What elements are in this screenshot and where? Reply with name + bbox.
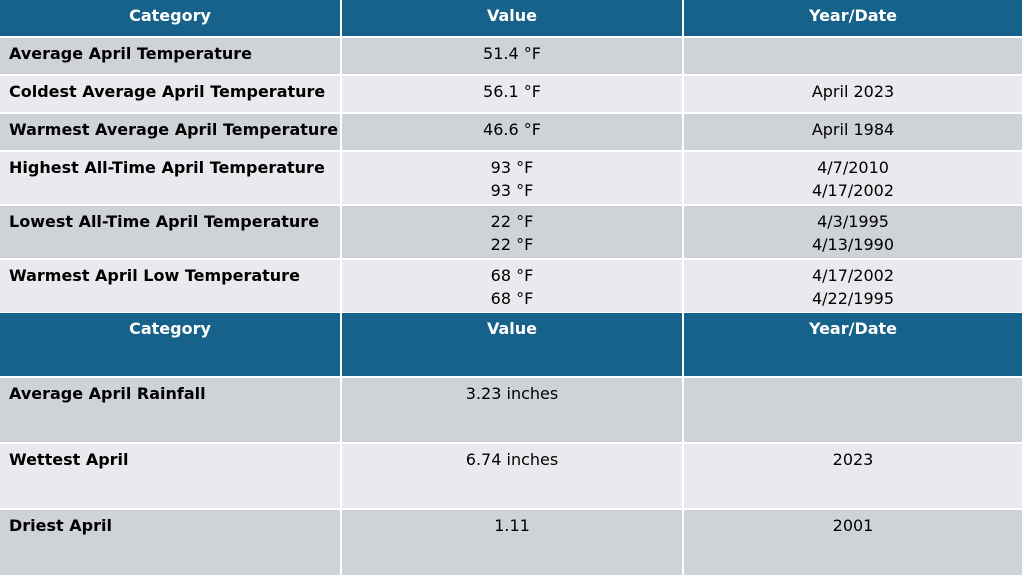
date-cell <box>684 38 1024 76</box>
date-text: 4/3/1995 <box>817 212 889 231</box>
category-cell: Wettest April <box>0 444 342 510</box>
value-cell: 1.11 <box>342 510 684 577</box>
value-text: 93 °F <box>490 181 534 200</box>
value-text: 22 °F <box>490 235 534 254</box>
date-text: 2001 <box>832 516 874 535</box>
date-cell: April 2023 <box>684 76 1024 114</box>
date-cell: April 1984 <box>684 114 1024 152</box>
category-text: Average April Rainfall <box>9 384 206 403</box>
header-cell: Category <box>0 0 342 38</box>
category-text: Warmest April Low Temperature <box>9 266 300 285</box>
value-text: 46.6 °F <box>483 120 541 139</box>
date-cell: 4/7/2010 4/17/2002 <box>684 152 1024 206</box>
date-cell: 4/17/2002 4/22/1995 <box>684 260 1024 314</box>
value-text: 56.1 °F <box>483 82 541 101</box>
date-cell: 4/3/1995 4/13/1990 <box>684 206 1024 260</box>
category-cell: Coldest Average April Temperature <box>0 76 342 114</box>
category-cell: Warmest Average April Temperature <box>0 114 342 152</box>
date-text: 4/17/2002 <box>811 266 895 285</box>
value-text: 93 °F <box>490 158 534 177</box>
header-cell: Value <box>342 0 684 38</box>
header-text: Category <box>129 6 211 25</box>
header-cell: Value <box>342 313 684 378</box>
value-cell: 56.1 °F <box>342 76 684 114</box>
date-text: 4/13/1990 <box>811 235 895 254</box>
date-cell: 2001 <box>684 510 1024 577</box>
value-cell: 3.23 inches <box>342 378 684 444</box>
value-cell: 93 °F 93 °F <box>342 152 684 206</box>
date-cell <box>684 378 1024 444</box>
category-cell: Lowest All-Time April Temperature <box>0 206 342 260</box>
value-cell: 68 °F 68 °F <box>342 260 684 314</box>
value-text: 22 °F <box>490 212 534 231</box>
date-text: 4/17/2002 <box>811 181 895 200</box>
value-text: 6.74 inches <box>465 450 559 469</box>
value-text: 51.4 °F <box>483 44 541 63</box>
date-text: 4/7/2010 <box>817 158 889 177</box>
category-cell: Warmest April Low Temperature <box>0 260 342 314</box>
value-text: 68 °F <box>490 289 534 308</box>
header-cell: Category <box>0 313 342 378</box>
header-text: Year/Date <box>808 319 898 338</box>
value-cell: 22 °F 22 °F <box>342 206 684 260</box>
category-text: Lowest All-Time April Temperature <box>9 212 320 231</box>
category-cell: Average April Temperature <box>0 38 342 76</box>
category-cell: Average April Rainfall <box>0 378 342 444</box>
category-cell: Driest April <box>0 510 342 577</box>
category-text: Driest April <box>9 516 112 535</box>
date-text: April 2023 <box>811 82 895 101</box>
value-cell: 46.6 °F <box>342 114 684 152</box>
category-text: Highest All-Time April Temperature <box>9 158 325 177</box>
category-text: Coldest Average April Temperature <box>9 82 326 101</box>
value-text: 1.11 <box>494 516 530 535</box>
category-text: Average April Temperature <box>9 44 253 63</box>
date-text: April 1984 <box>811 120 895 139</box>
date-text: 2023 <box>832 450 874 469</box>
category-text: Wettest April <box>9 450 129 469</box>
value-cell: 6.74 inches <box>342 444 684 510</box>
value-text: 68 °F <box>490 266 534 285</box>
header-text: Value <box>486 319 538 338</box>
header-cell: Year/Date <box>684 0 1024 38</box>
header-text: Value <box>486 6 538 25</box>
header-cell: Year/Date <box>684 313 1024 378</box>
date-text: 4/22/1995 <box>811 289 895 308</box>
value-text: 3.23 inches <box>465 384 559 403</box>
date-cell: 2023 <box>684 444 1024 510</box>
header-text: Year/Date <box>808 6 898 25</box>
value-cell: 51.4 °F <box>342 38 684 76</box>
header-text: Category <box>129 319 211 338</box>
category-cell: Highest All-Time April Temperature <box>0 152 342 206</box>
category-text: Warmest Average April Temperature <box>9 120 339 139</box>
